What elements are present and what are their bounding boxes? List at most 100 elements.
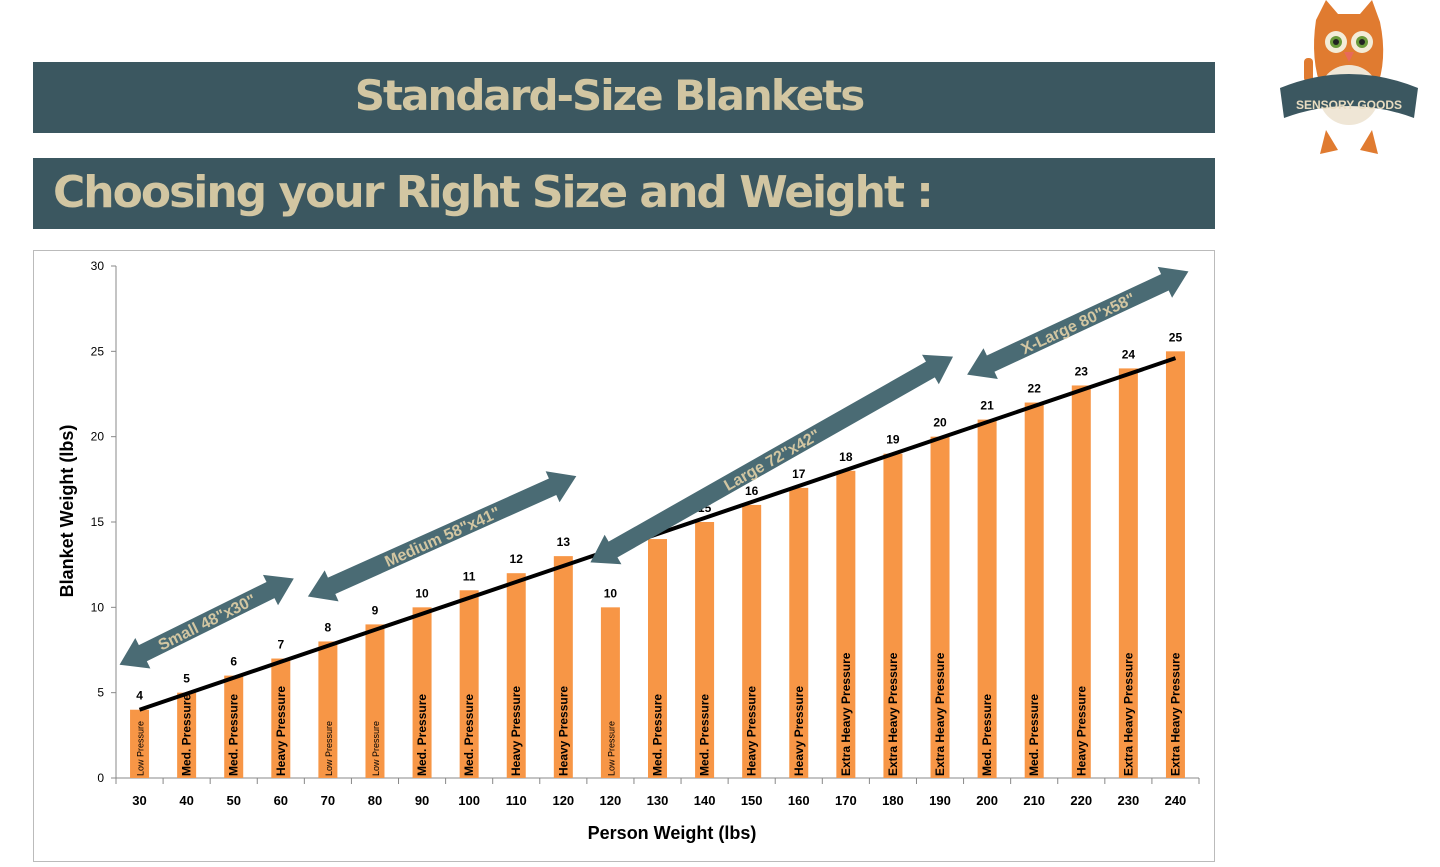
bar <box>695 522 715 778</box>
x-tick-label: 70 <box>321 793 335 808</box>
data-label: 25 <box>1169 330 1183 344</box>
data-label: 16 <box>745 484 759 498</box>
x-tick-label: 130 <box>647 793 669 808</box>
bar <box>1024 402 1044 778</box>
x-tick-label: 170 <box>835 793 857 808</box>
bar-pressure-label: Med. Pressure <box>651 694 665 776</box>
x-axis-label: Person Weight (lbs) <box>588 823 757 843</box>
x-tick-label: 180 <box>882 793 904 808</box>
x-tick-label: 80 <box>368 793 382 808</box>
x-tick-label: 200 <box>976 793 998 808</box>
x-tick-label: 210 <box>1023 793 1045 808</box>
x-tick-label: 160 <box>788 793 810 808</box>
bar <box>553 556 573 778</box>
data-label: 18 <box>839 450 853 464</box>
bar-pressure-label: Low Pressure <box>606 721 616 776</box>
owl-mascot-icon: SENSORY GOODS <box>1280 0 1418 154</box>
bar-pressure-label: Heavy Pressure <box>274 686 288 776</box>
bar <box>977 419 997 778</box>
data-label: 12 <box>510 552 524 566</box>
size-range-label: Small 48"x30" <box>156 592 259 655</box>
x-tick-label: 230 <box>1118 793 1140 808</box>
y-tick-label: 15 <box>91 515 105 529</box>
chart-container: 0 5 10 15 20 25 30 4 30 Low Pressure 5 40 Med. Press… <box>33 250 1215 862</box>
bar-pressure-label: Heavy Pressure <box>745 686 759 776</box>
size-range-arrow: Large 72"x42" <box>590 354 954 565</box>
data-label: 5 <box>183 672 190 686</box>
data-label: 10 <box>415 586 429 600</box>
bar-pressure-label: Extra Heavy Pressure <box>933 652 947 776</box>
double-arrow-icon <box>119 574 294 669</box>
data-label: 4 <box>136 689 143 703</box>
bar-chart: 0 5 10 15 20 25 30 4 30 Low Pressure 5 40 Med. Press… <box>57 259 1200 843</box>
bar-pressure-label: Extra Heavy Pressure <box>839 652 853 776</box>
size-range-label: Medium 58"x41" <box>382 504 503 570</box>
y-tick-label: 20 <box>91 430 105 444</box>
bar <box>789 487 809 778</box>
size-range-arrow: Medium 58"x41" <box>307 471 577 602</box>
data-label: 7 <box>277 638 284 652</box>
bar-pressure-label: Med. Pressure <box>227 694 241 776</box>
data-label: 19 <box>886 433 900 447</box>
bar-pressure-label: Heavy Pressure <box>1074 686 1088 776</box>
data-label: 13 <box>557 535 571 549</box>
data-label: 24 <box>1122 347 1136 361</box>
bar <box>412 607 432 778</box>
bar <box>836 470 856 778</box>
bar-pressure-label: Low Pressure <box>324 721 334 776</box>
page-subtitle: Choosing your Right Size and Weight : <box>53 167 934 218</box>
title-banner: Standard-Size Blankets <box>33 62 1215 133</box>
bar-pressure-label: Low Pressure <box>136 721 146 776</box>
bar <box>318 641 338 778</box>
bar-pressure-label: Med. Pressure <box>698 694 712 776</box>
double-arrow-icon <box>307 471 577 602</box>
x-tick-label: 150 <box>741 793 763 808</box>
x-tick-label: 220 <box>1070 793 1092 808</box>
bar <box>648 539 667 778</box>
x-tick-label: 50 <box>226 793 240 808</box>
bar <box>459 590 479 778</box>
bar <box>271 658 291 778</box>
bar <box>742 504 762 778</box>
bar <box>506 573 526 778</box>
x-tick-label: 30 <box>132 793 146 808</box>
data-label: 6 <box>230 655 237 669</box>
data-label: 11 <box>463 569 476 583</box>
bar-pressure-label: Extra Heavy Pressure <box>886 652 900 776</box>
bar <box>1165 351 1185 778</box>
data-label: 8 <box>325 620 332 634</box>
bar <box>930 436 950 778</box>
y-tick-label: 5 <box>97 686 104 700</box>
bar-pressure-label: Heavy Pressure <box>556 686 570 776</box>
bar-pressure-label: Med. Pressure <box>1027 694 1041 776</box>
x-tick-label: 60 <box>274 793 288 808</box>
bar <box>883 453 903 778</box>
x-tick-label: 120 <box>552 793 574 808</box>
data-label: 20 <box>933 416 947 430</box>
bar-pressure-label: Extra Heavy Pressure <box>1121 652 1135 776</box>
subtitle-banner: Choosing your Right Size and Weight : <box>33 158 1215 229</box>
x-tick-label: 120 <box>600 793 622 808</box>
x-tick-label: 240 <box>1165 793 1187 808</box>
bar <box>365 624 385 778</box>
x-tick-label: 140 <box>694 793 716 808</box>
bar-pressure-label: Heavy Pressure <box>509 686 523 776</box>
x-tick-label: 190 <box>929 793 951 808</box>
bar-pressure-label: Med. Pressure <box>980 694 994 776</box>
bar-pressure-label: Med. Pressure <box>462 694 476 776</box>
bar-pressure-label: Med. Pressure <box>180 694 194 776</box>
y-tick-label: 0 <box>97 771 104 785</box>
data-label: 21 <box>980 399 994 413</box>
y-tick-label: 10 <box>91 600 105 614</box>
bar-pressure-label: Extra Heavy Pressure <box>1168 652 1182 776</box>
x-tick-label: 90 <box>415 793 429 808</box>
page-title: Standard-Size Blankets <box>354 71 865 120</box>
data-label: 22 <box>1028 382 1042 396</box>
y-axis-label: Blanket Weight (lbs) <box>57 425 77 598</box>
x-tick-label: 110 <box>506 793 527 808</box>
x-tick-label: 40 <box>179 793 193 808</box>
data-label: 10 <box>604 586 618 600</box>
double-arrow-icon <box>590 354 954 565</box>
bar-pressure-label: Heavy Pressure <box>792 686 806 776</box>
bar-pressure-label: Med. Pressure <box>415 694 429 776</box>
